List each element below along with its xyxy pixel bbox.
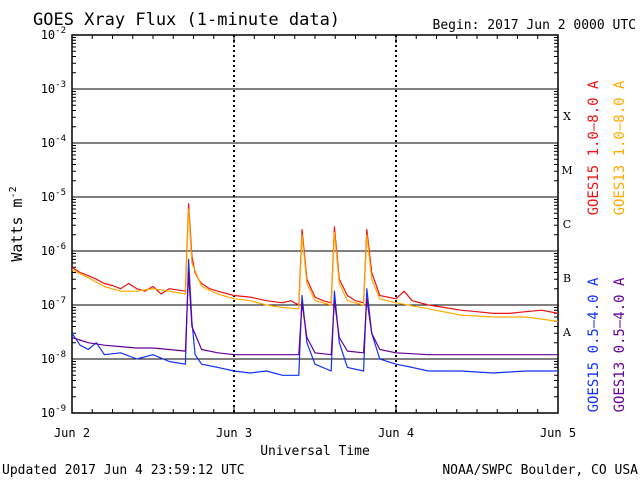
legend-entry: GOES13 1.0–8.0 A xyxy=(612,80,628,215)
y-tick-base: 10 xyxy=(41,82,55,96)
series-line xyxy=(71,258,558,376)
y-tick-exponent: -6 xyxy=(55,242,66,252)
y-tick-label: 10-3 xyxy=(41,80,66,96)
y-axis-label-superscript: -2 xyxy=(8,186,19,198)
flare-class-label: M xyxy=(561,164,572,177)
x-tick-label: Jun 4 xyxy=(378,426,414,440)
y-tick-exponent: -3 xyxy=(55,80,66,90)
y-tick-base: 10 xyxy=(41,298,55,312)
legend-label: GOES13 1.0–8.0 A xyxy=(612,80,628,215)
legend-label: GOES15 1.0–8.0 A xyxy=(586,80,602,215)
y-tick-label: 10-2 xyxy=(41,26,66,42)
series-line xyxy=(71,203,559,314)
updated-timestamp: Updated 2017 Jun 4 23:59:12 UTC xyxy=(2,463,245,478)
grid-lines xyxy=(72,88,558,360)
svg-text:Watts m-2: Watts m-2 xyxy=(8,186,26,261)
series-line xyxy=(71,271,558,356)
legend-entry: GOES13 0.5–4.0 A xyxy=(612,277,628,412)
day-separators xyxy=(233,35,397,413)
y-tick-base: 10 xyxy=(41,28,55,42)
x-axis-label: Universal Time xyxy=(260,444,370,459)
flare-class-label: X xyxy=(563,110,571,123)
flare-class-label: A xyxy=(562,326,572,339)
y-tick-label: 10-7 xyxy=(41,296,66,312)
series-layer xyxy=(71,203,559,376)
legend-label: GOES13 0.5–4.0 A xyxy=(612,277,628,412)
y-tick-exponent: -5 xyxy=(55,188,66,198)
begin-label: Begin: 2017 Jun 2 0000 UTC xyxy=(433,18,637,33)
y-tick-exponent: -2 xyxy=(55,26,66,36)
legend-entry: GOES15 1.0–8.0 A xyxy=(586,80,602,215)
legend-entry: GOES15 0.5–4.0 A xyxy=(586,277,602,412)
minor-ticks xyxy=(71,35,559,413)
chart-title: GOES Xray Flux (1-minute data) xyxy=(33,10,340,30)
y-tick-label: 10-4 xyxy=(41,134,66,150)
y-tick-exponent: -7 xyxy=(55,296,66,306)
y-tick-base: 10 xyxy=(41,136,55,150)
x-tick-label: Jun 3 xyxy=(216,426,252,440)
y-tick-base: 10 xyxy=(41,352,55,366)
y-axis-label: Watts m xyxy=(8,198,26,261)
flare-class-label: B xyxy=(563,272,571,285)
series-line xyxy=(71,208,559,322)
flare-class-label: C xyxy=(563,218,571,231)
y-axis-label-group: Watts m-2 xyxy=(8,186,26,261)
flare-class-labels: A B C M X xyxy=(561,110,572,339)
source-credit: NOAA/SWPC Boulder, CO USA xyxy=(442,463,638,478)
y-tick-exponent: -8 xyxy=(55,350,66,360)
y-tick-exponent: -4 xyxy=(55,134,66,144)
y-tick-exponent: -9 xyxy=(55,404,66,414)
x-tick-label: Jun 2 xyxy=(54,426,90,440)
x-axis-tick-labels: Jun 2 Jun 3 Jun 4 Jun 5 xyxy=(54,426,576,440)
plot-area xyxy=(71,34,559,414)
legend: GOES15 1.0–8.0 A GOES13 1.0–8.0 A GOES15 0… xyxy=(586,80,628,412)
y-axis-tick-labels: 10-910-810-710-610-510-410-310-2 xyxy=(41,26,66,420)
legend-label: GOES15 0.5–4.0 A xyxy=(586,277,602,412)
y-tick-base: 10 xyxy=(41,244,55,258)
y-tick-base: 10 xyxy=(41,406,55,420)
y-tick-label: 10-9 xyxy=(41,404,66,420)
y-tick-label: 10-8 xyxy=(41,350,66,366)
y-tick-label: 10-5 xyxy=(41,188,66,204)
y-tick-base: 10 xyxy=(41,190,55,204)
x-tick-label: Jun 5 xyxy=(540,426,576,440)
y-tick-label: 10-6 xyxy=(41,242,66,258)
